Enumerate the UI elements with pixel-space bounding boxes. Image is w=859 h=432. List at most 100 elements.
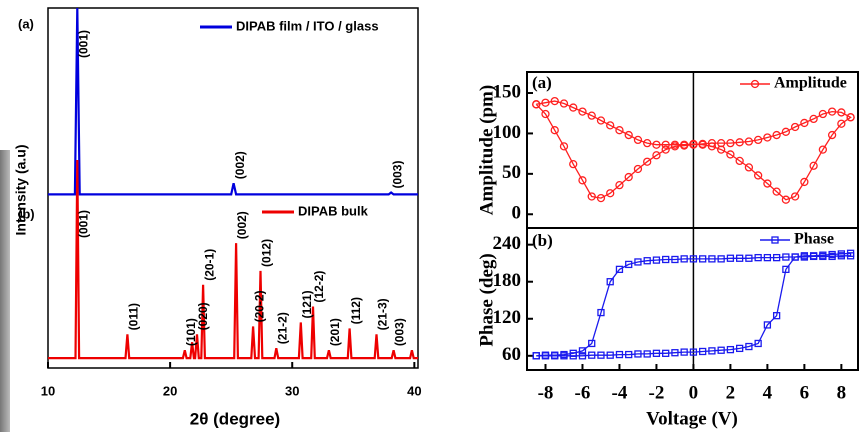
data-point (809, 114, 818, 124)
data-point (689, 348, 698, 356)
peak-label: (012) (260, 239, 274, 267)
data-point (753, 135, 763, 145)
data-point (569, 352, 577, 360)
data-point (633, 164, 643, 174)
peak-label: (001) (76, 210, 90, 238)
data-point (559, 99, 569, 108)
data-point (550, 126, 559, 135)
y-tick-label: 50 (502, 162, 521, 183)
data-point (736, 344, 744, 353)
data-point (708, 255, 716, 263)
x-tick-label: -6 (575, 382, 591, 403)
x-tick-label: 30 (285, 383, 299, 398)
data-point (800, 118, 809, 128)
data-point (790, 122, 800, 132)
data-point (717, 255, 725, 263)
data-point (772, 130, 781, 140)
data-point (745, 342, 753, 351)
data-point (781, 195, 791, 204)
data-point (578, 176, 587, 185)
data-point (707, 142, 717, 151)
data-point (625, 260, 633, 269)
data-point (837, 108, 846, 117)
y-axis-label: Phase (deg) (476, 253, 497, 346)
x-axis-label: Voltage (V) (646, 408, 738, 429)
series-line (536, 252, 852, 357)
data-point (541, 109, 550, 119)
data-point (744, 137, 754, 146)
data-point (736, 254, 744, 262)
data-point (615, 126, 624, 135)
data-point (726, 345, 735, 354)
legend-marker (771, 236, 779, 244)
x-tick-label: 4 (763, 382, 773, 403)
data-point (662, 349, 670, 357)
data-point (643, 138, 652, 148)
panel-label: (a) (18, 16, 34, 31)
data-point (569, 159, 578, 169)
data-point (633, 135, 643, 145)
peak-label: (020) (196, 302, 210, 330)
legend-label: DIPAB film / ITO / glass (236, 18, 379, 33)
data-point (569, 103, 578, 112)
data-point (726, 254, 735, 262)
panel-label: (b) (18, 206, 35, 221)
peak-label: (002) (233, 151, 247, 179)
data-point (726, 150, 735, 159)
data-point (560, 352, 568, 360)
y-tick-label: 0 (512, 203, 522, 224)
data-point (707, 138, 717, 148)
data-point (606, 278, 614, 286)
data-point (559, 142, 569, 151)
data-point (689, 140, 698, 149)
peak-label: (003) (393, 318, 407, 346)
data-point (699, 255, 707, 263)
data-point (735, 156, 744, 166)
data-point (671, 255, 679, 264)
data-point (578, 347, 587, 355)
data-point (846, 113, 855, 122)
x-tick-label: -4 (612, 382, 628, 403)
peak-label: (21-3) (376, 298, 390, 330)
data-point (550, 96, 559, 106)
data-point (837, 250, 846, 258)
data-point (661, 145, 670, 154)
x-axis-label: 2θ (degree) (190, 409, 280, 428)
panel-label: (a) (532, 73, 552, 92)
data-point (606, 189, 615, 198)
data-point (615, 350, 624, 359)
peak-label: (121) (300, 290, 314, 318)
data-point (708, 347, 716, 355)
data-point (634, 350, 642, 358)
data-point (800, 177, 809, 187)
data-point (680, 141, 689, 150)
data-point (578, 107, 587, 116)
data-point (791, 253, 799, 261)
data-point (827, 130, 837, 140)
data-point (763, 179, 772, 188)
data-point (689, 255, 698, 263)
data-point (818, 109, 828, 119)
data-point (846, 249, 855, 257)
peak-label: (20-1) (202, 249, 216, 281)
data-point (763, 321, 772, 329)
data-point (606, 121, 615, 130)
data-point (837, 119, 846, 128)
y-axis-label: Amplitude (pm) (476, 85, 497, 215)
data-point (624, 130, 633, 140)
data-point (790, 192, 800, 201)
data-point (818, 145, 828, 154)
data-point (809, 252, 818, 260)
legend-marker (750, 79, 760, 89)
peak-label: (21-2) (276, 312, 290, 344)
data-point (634, 258, 642, 266)
data-point (587, 111, 596, 120)
data-point (699, 347, 707, 356)
data-point (541, 98, 550, 107)
data-point (827, 107, 837, 116)
data-point (662, 255, 670, 264)
x-tick-label: 40 (407, 383, 421, 398)
peak-label: (112) (349, 297, 363, 324)
data-point (828, 250, 836, 259)
data-point (753, 171, 763, 180)
